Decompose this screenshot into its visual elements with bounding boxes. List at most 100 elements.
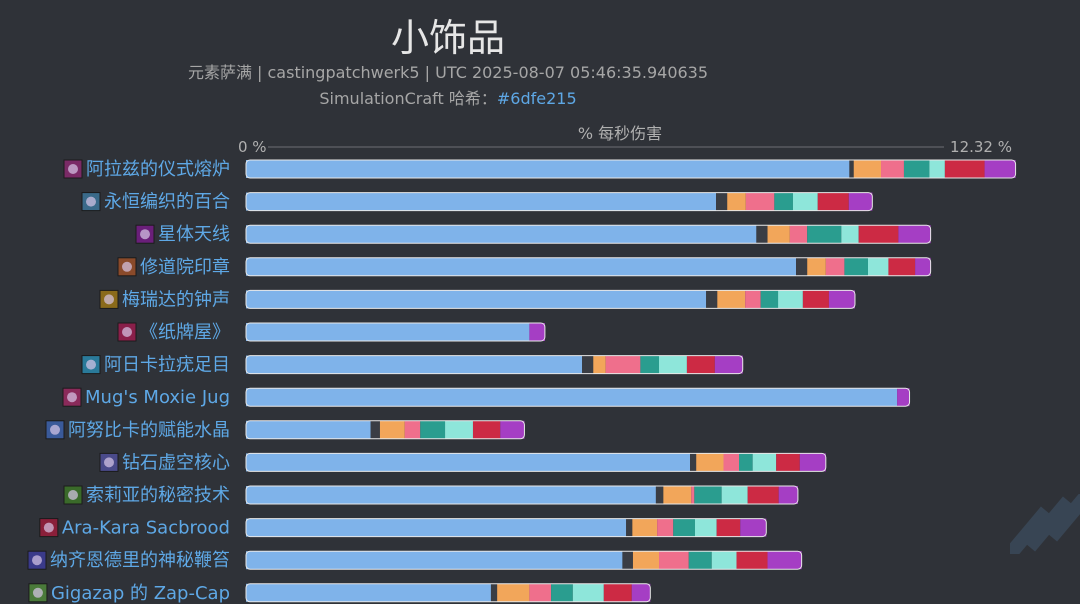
bar-outline: [245, 159, 1017, 179]
bar-segment: [903, 160, 930, 178]
bar-segment: [716, 518, 741, 537]
house-of-cards-icon-glyph: [122, 327, 132, 337]
bar-segment: [420, 420, 446, 439]
bar-segment: [246, 225, 757, 244]
bar-segment: [825, 257, 845, 276]
hash-link[interactable]: #6dfe215: [496, 89, 577, 108]
bar-segment: [657, 518, 674, 537]
mystic-lash-icon: [27, 550, 47, 570]
astral-antenna-icon-glyph: [140, 229, 150, 240]
trinket-label: 索莉亚的秘密技术: [86, 485, 230, 506]
trinket-label: 梅瑞达的钟声: [122, 289, 230, 310]
trinket-label: 修道院印章: [140, 257, 230, 278]
bar-segment: [529, 583, 552, 602]
bar-segment: [841, 225, 859, 244]
bar-segment: [246, 486, 656, 504]
bar-outline: [245, 355, 744, 375]
bar-outline: [245, 550, 803, 570]
spider-icon-glyph: [86, 359, 96, 370]
bar-segment: [626, 518, 633, 537]
bar-segment: [848, 192, 873, 211]
bar-segment: [984, 160, 1016, 178]
bar-segment: [246, 192, 717, 211]
bar-segment: [246, 257, 797, 276]
bar-segment: [694, 486, 722, 504]
bar-segment: [370, 420, 380, 439]
void-core-icon-glyph: [104, 457, 114, 468]
bar-segment: [760, 290, 779, 309]
trinket-label: 阿拉兹的仪式熔炉: [86, 159, 230, 180]
bar-segment: [745, 192, 775, 211]
everwoven-lily-icon-glyph: [86, 196, 96, 207]
bar-segment: [881, 160, 904, 178]
chime-icon: [99, 289, 119, 309]
spider-icon: [81, 355, 101, 375]
bar-outline: [245, 257, 932, 277]
astral-antenna-icon: [135, 224, 155, 244]
bar-segment: [796, 257, 808, 276]
bar-segment: [696, 453, 724, 472]
page-title: 小饰品: [390, 16, 505, 60]
bar-segment: [807, 225, 842, 244]
bar-segment: [853, 160, 882, 178]
bar-segment: [799, 453, 826, 472]
bar-segment: [721, 486, 748, 504]
bar-segment: [490, 583, 498, 602]
watermark-logo: [1010, 494, 1080, 554]
trinket-label: Mug's Moxie Jug: [85, 387, 230, 408]
zap-cap-icon-glyph: [32, 587, 43, 598]
zap-cap-icon: [28, 583, 48, 603]
chime-icon-glyph: [104, 294, 114, 305]
bar-segment: [774, 192, 793, 211]
trinket-label: 阿努比卡的赋能水晶: [68, 420, 230, 441]
bar-segment: [404, 420, 421, 439]
bar-segment: [632, 518, 658, 537]
bar-segment: [723, 453, 739, 472]
bar-segment: [756, 225, 768, 244]
abbey-seal-icon: [117, 257, 137, 277]
everwoven-lily-icon: [81, 192, 101, 212]
bar-segment: [686, 355, 715, 374]
trinket-label: 纳齐恩德里的神秘鞭笞: [50, 550, 230, 571]
bar-segment: [551, 583, 573, 602]
trinket-label: 钻石虚空核心: [122, 452, 230, 473]
mystic-lash-icon-glyph: [32, 555, 42, 566]
bar-segment: [776, 453, 800, 472]
bar-segment: [706, 290, 718, 309]
bar-segment: [736, 551, 768, 570]
bar-segment: [888, 257, 916, 276]
bar-segment: [622, 551, 633, 570]
bar-segment: [690, 453, 697, 472]
trinket-label: 阿日卡拉疣足目: [104, 355, 230, 376]
bar-segment: [246, 355, 583, 374]
bar-segment: [659, 551, 689, 570]
bar-outline: [245, 192, 873, 212]
arcane-tech-icon-glyph: [68, 490, 78, 500]
bar-segment: [792, 192, 818, 211]
bar-outline: [245, 224, 932, 244]
trinket-label: 《纸牌屋》: [140, 322, 230, 343]
bar-segment: [632, 551, 660, 570]
bar-segment: [714, 355, 743, 374]
trinket-label: 星体天线: [158, 224, 230, 245]
bar-segment: [472, 420, 501, 439]
bar-segment: [694, 518, 717, 537]
bar-segment: [897, 388, 910, 407]
crystal-icon: [45, 420, 65, 440]
bar-segment: [915, 257, 931, 276]
bar-segment: [246, 551, 623, 570]
bar-outline: [245, 289, 856, 309]
bar-segment: [858, 225, 899, 244]
ritual-forge-icon: [63, 159, 83, 179]
bar-segment: [716, 192, 728, 211]
bar-segment: [898, 225, 931, 244]
bar-segment: [739, 453, 753, 472]
bar-segment: [640, 355, 659, 374]
bar-outline: [245, 452, 827, 472]
bar-segment: [246, 160, 850, 178]
bar-segment: [929, 160, 945, 178]
bar-outline: [245, 420, 525, 440]
abbey-seal-icon-glyph: [122, 261, 132, 272]
bar-segment: [745, 290, 761, 309]
